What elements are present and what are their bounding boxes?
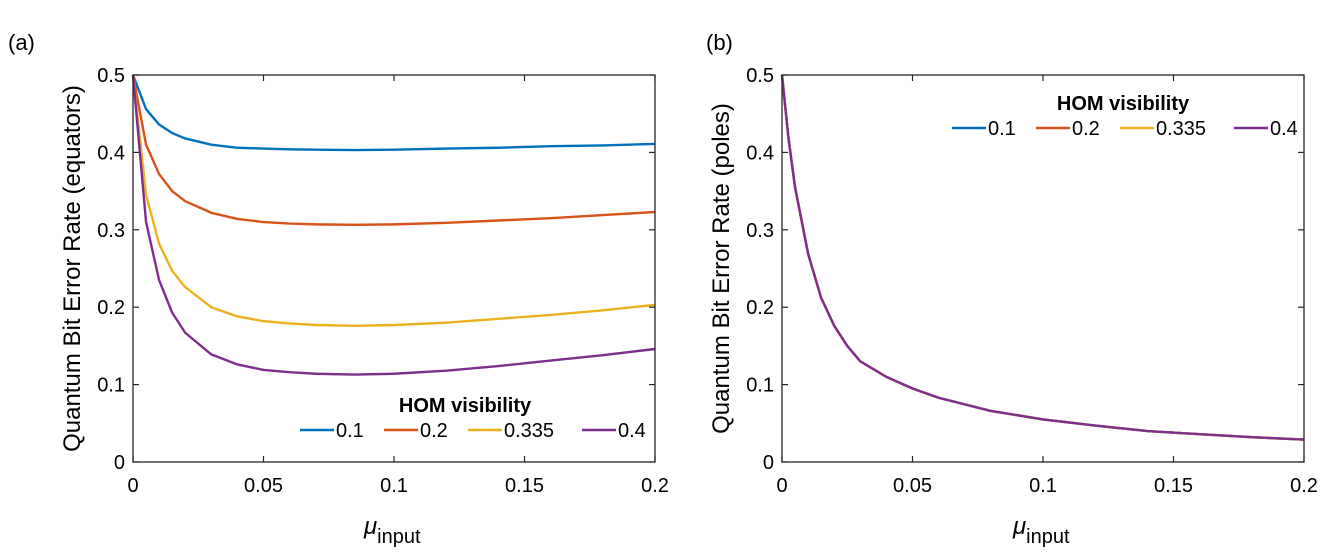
y-tick-label: 0.1 xyxy=(97,375,125,397)
legend-entry-0.2: 0.2 xyxy=(420,420,448,442)
x-tick-label: 0.15 xyxy=(1154,475,1193,497)
y-tick-label: 0.5 xyxy=(97,65,125,87)
legend-entry-0.1: 0.1 xyxy=(988,118,1016,140)
x-axis-label: μinput xyxy=(363,513,421,548)
series-line-0.2 xyxy=(131,74,656,226)
x-tick-label: 0.05 xyxy=(893,475,932,497)
chart-panel-1: (a) 0 0.05 0.1 0.15 0.2 0 0.1 0.2 0.3 0.4 0.5 Quantu… xyxy=(8,30,669,548)
y-tick-label: 0.5 xyxy=(746,65,774,87)
x-tick-label: 0.2 xyxy=(1290,475,1318,497)
legend-title: HOM visibility xyxy=(399,395,532,417)
series-line-0.1 xyxy=(131,74,656,152)
legend-entry-0.4: 0.4 xyxy=(618,420,646,442)
legend: HOM visibility 0.1 0.2 0.335 0.4 xyxy=(300,395,646,442)
series-line-0.1 xyxy=(780,74,1305,441)
axes-box xyxy=(132,74,656,463)
series-line-0.335 xyxy=(131,74,656,327)
x-tick-label: 0.1 xyxy=(380,475,408,497)
series-line-0.335 xyxy=(780,74,1305,441)
legend-title: HOM visibility xyxy=(1057,93,1190,115)
y-tick-label: 0 xyxy=(763,452,774,474)
y-tick-label: 0.2 xyxy=(746,297,774,319)
legend-entry-0.335: 0.335 xyxy=(1156,118,1206,140)
panel-label: (b) xyxy=(706,30,733,55)
chart-panel-2: (b) 0 0.05 0.1 0.15 0.2 0 0.1 0.2 0.3 0.4 0.5 Quantu… xyxy=(706,30,1318,548)
x-tick-label: 0.15 xyxy=(505,475,544,497)
x-tick-label: 0 xyxy=(127,475,138,497)
y-tick-label: 0.1 xyxy=(746,375,774,397)
x-axis-label: μinput xyxy=(1012,513,1070,548)
x-tick-label: 0 xyxy=(776,475,787,497)
panel-label: (a) xyxy=(8,30,35,55)
legend-entry-0.2: 0.2 xyxy=(1072,118,1100,140)
y-tick-label: 0.4 xyxy=(746,142,774,164)
legend-entry-0.1: 0.1 xyxy=(336,420,364,442)
y-axis-label: Quantum Bit Error Rate (poles) xyxy=(708,103,735,434)
series-line-0.4 xyxy=(780,74,1305,441)
y-tick-label: 0.2 xyxy=(97,297,125,319)
x-tick-label: 0.05 xyxy=(244,475,283,497)
y-tick-label: 0 xyxy=(114,452,125,474)
y-tick-label: 0.3 xyxy=(746,220,774,242)
series-line-0.2 xyxy=(780,74,1305,441)
series-line-0.4 xyxy=(131,74,656,376)
x-tick-label: 0.1 xyxy=(1029,475,1057,497)
y-tick-label: 0.4 xyxy=(97,142,125,164)
axes-box xyxy=(781,74,1305,463)
legend-entry-0.335: 0.335 xyxy=(504,420,554,442)
legend-entry-0.4: 0.4 xyxy=(1270,118,1298,140)
x-tick-label: 0.2 xyxy=(641,475,669,497)
y-axis-label: Quantum Bit Error Rate (equators) xyxy=(59,85,86,452)
legend: HOM visibility 0.1 0.2 0.335 0.4 xyxy=(952,93,1298,140)
y-tick-label: 0.3 xyxy=(97,220,125,242)
